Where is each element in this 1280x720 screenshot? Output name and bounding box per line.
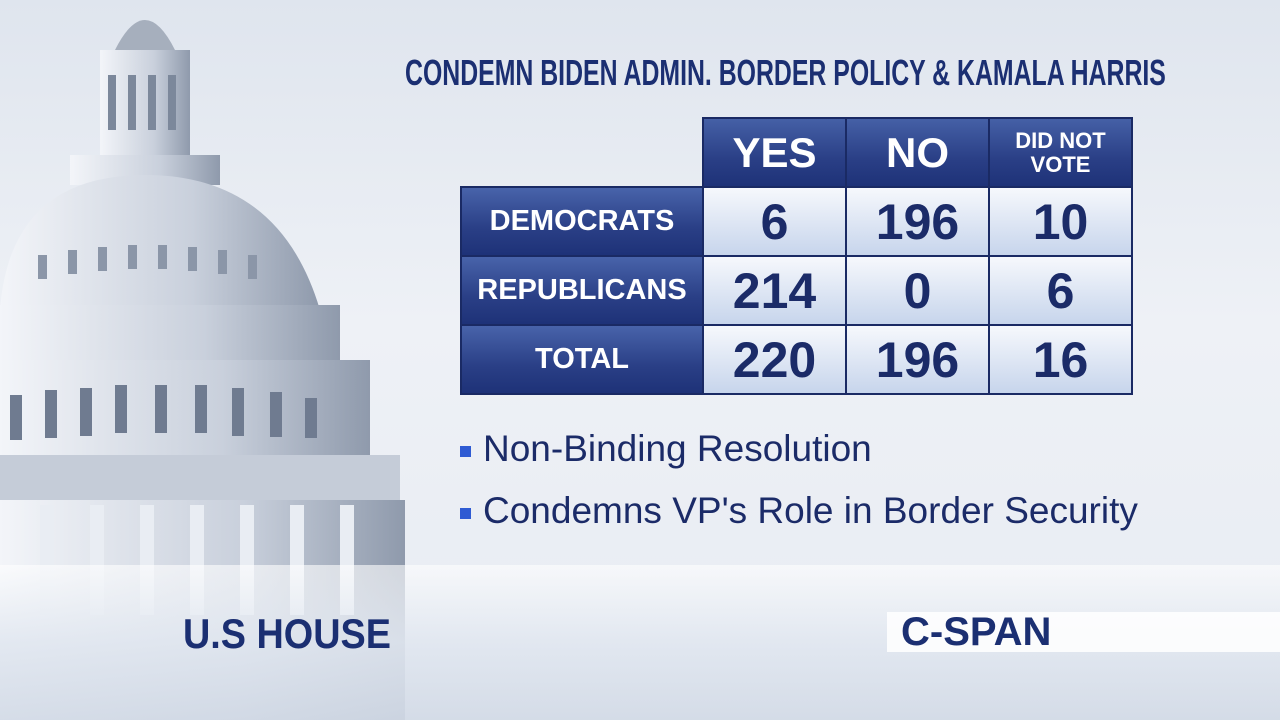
- bullet-text: Condemns VP's Role in Border Security: [483, 490, 1138, 531]
- cell: 220: [702, 324, 847, 395]
- column-header: NO: [845, 117, 990, 188]
- cell: 6: [702, 186, 847, 257]
- location: U.S HOUSE: [183, 610, 391, 657]
- table-row: REPUBLICANS 214 0 6: [460, 255, 1133, 326]
- row-label: TOTAL: [460, 324, 704, 395]
- bullet-marker: [460, 445, 471, 457]
- bullet-text: Non-Binding Resolution: [483, 428, 872, 469]
- network-name: C-SPAN: [901, 610, 1052, 654]
- corner: [461, 118, 703, 187]
- network-logo: C-SPAN: [887, 612, 1280, 652]
- column-header: YES: [702, 117, 847, 188]
- cell: 16: [988, 324, 1133, 395]
- row-label: REPUBLICANS: [460, 255, 704, 326]
- column-header-text: DID NOT VOTE: [1015, 127, 1106, 177]
- table-row: DEMOCRATS 6 196 10: [460, 186, 1133, 257]
- cell: 6: [988, 255, 1133, 326]
- vote-table: YES NO DID NOT VOTE DEMOCRATS 6 196 10 REPUB…: [460, 117, 1133, 395]
- bullet: Non-Binding Resolution: [460, 428, 872, 470]
- cell: 196: [845, 186, 990, 257]
- bullet-marker: [460, 507, 471, 519]
- cell: 196: [845, 324, 990, 395]
- bullet: Condemns VP's Role in Border Security: [460, 490, 1138, 532]
- table-row: TOTAL 220 196 16: [460, 324, 1133, 395]
- cell: 0: [845, 255, 990, 326]
- header-row: YES NO DID NOT VOTE: [461, 117, 1133, 188]
- title: CONDEMN BIDEN ADMIN. BORDER POLICY & KAM…: [405, 52, 1166, 93]
- column-header: DID NOT VOTE: [988, 117, 1133, 188]
- row-label: DEMOCRATS: [460, 186, 704, 257]
- cell: 10: [988, 186, 1133, 257]
- cell: 214: [702, 255, 847, 326]
